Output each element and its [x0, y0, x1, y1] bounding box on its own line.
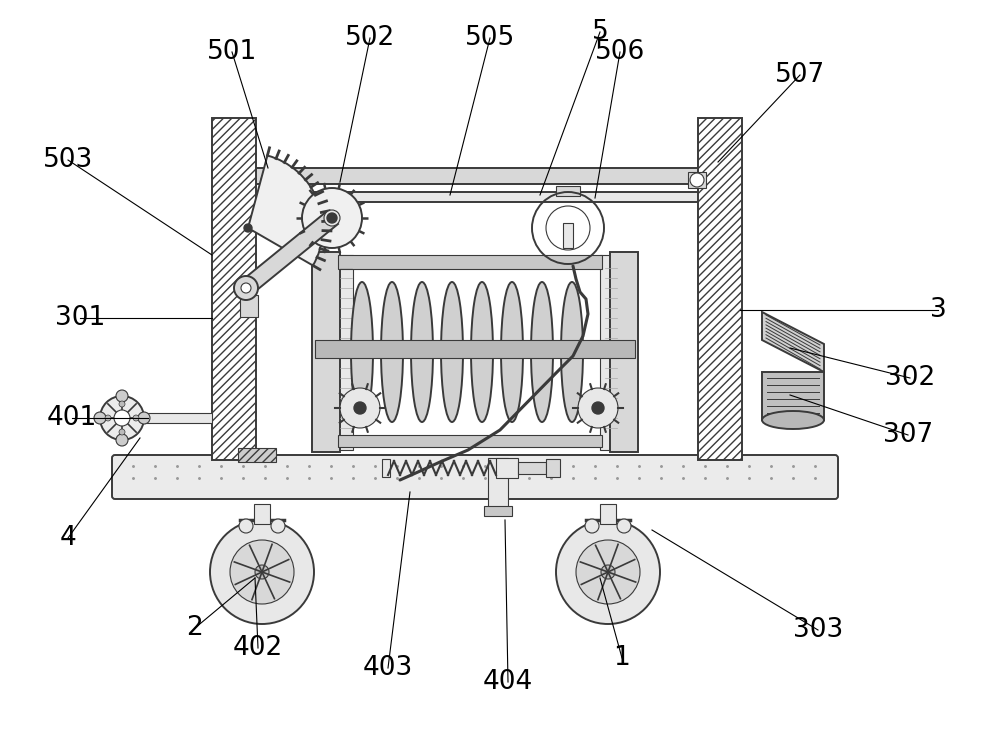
- Bar: [144, 413, 212, 423]
- Circle shape: [239, 519, 253, 533]
- Text: 307: 307: [883, 422, 933, 448]
- Circle shape: [100, 396, 144, 440]
- Text: 301: 301: [55, 305, 105, 331]
- Ellipse shape: [471, 282, 493, 422]
- Ellipse shape: [561, 282, 583, 422]
- Circle shape: [585, 519, 599, 533]
- Text: 404: 404: [483, 669, 533, 695]
- Circle shape: [230, 540, 294, 604]
- Circle shape: [261, 173, 275, 187]
- Text: 507: 507: [775, 62, 825, 88]
- Bar: [488, 458, 508, 510]
- Text: 4: 4: [60, 525, 76, 551]
- Bar: [610, 252, 638, 452]
- Bar: [256, 168, 700, 184]
- Circle shape: [340, 388, 380, 428]
- Text: 302: 302: [885, 365, 935, 391]
- Wedge shape: [248, 155, 323, 266]
- Text: 502: 502: [345, 25, 395, 51]
- Text: 505: 505: [465, 25, 515, 51]
- Ellipse shape: [441, 282, 463, 422]
- Bar: [496, 458, 518, 478]
- Bar: [312, 252, 340, 452]
- Circle shape: [578, 388, 618, 428]
- Bar: [212, 118, 256, 460]
- Bar: [698, 118, 742, 460]
- Bar: [546, 459, 560, 477]
- Text: 5: 5: [592, 19, 608, 45]
- Bar: [338, 255, 353, 450]
- Bar: [338, 435, 602, 447]
- Circle shape: [601, 565, 615, 579]
- Text: 503: 503: [43, 147, 93, 173]
- Ellipse shape: [411, 282, 433, 422]
- Circle shape: [94, 412, 106, 424]
- Bar: [762, 372, 824, 420]
- Bar: [688, 172, 706, 188]
- Circle shape: [210, 520, 314, 624]
- Text: 501: 501: [207, 39, 257, 65]
- Circle shape: [354, 402, 366, 414]
- Circle shape: [592, 402, 604, 414]
- Circle shape: [690, 173, 704, 187]
- Bar: [600, 504, 616, 524]
- Bar: [315, 340, 635, 358]
- Circle shape: [556, 520, 660, 624]
- Text: 401: 401: [47, 405, 97, 431]
- Circle shape: [138, 412, 150, 424]
- Bar: [518, 462, 546, 474]
- Circle shape: [116, 390, 128, 402]
- Circle shape: [617, 519, 631, 533]
- Ellipse shape: [762, 411, 824, 429]
- Circle shape: [302, 188, 362, 248]
- Circle shape: [576, 540, 640, 604]
- Ellipse shape: [501, 282, 523, 422]
- Circle shape: [105, 415, 111, 421]
- Bar: [556, 186, 580, 196]
- Bar: [238, 448, 276, 462]
- Circle shape: [324, 210, 340, 226]
- Ellipse shape: [351, 282, 373, 422]
- Text: 1: 1: [614, 645, 630, 671]
- Circle shape: [119, 429, 125, 435]
- Circle shape: [234, 276, 258, 300]
- Text: 403: 403: [363, 655, 413, 681]
- Bar: [254, 504, 270, 524]
- Bar: [256, 192, 700, 202]
- Ellipse shape: [381, 282, 403, 422]
- Circle shape: [241, 283, 251, 293]
- Polygon shape: [762, 312, 824, 372]
- Bar: [563, 223, 573, 248]
- Text: 2: 2: [187, 615, 203, 641]
- Circle shape: [116, 434, 128, 446]
- Circle shape: [119, 401, 125, 407]
- Bar: [338, 255, 602, 269]
- Ellipse shape: [531, 282, 553, 422]
- FancyBboxPatch shape: [112, 455, 838, 499]
- Bar: [240, 295, 258, 317]
- Circle shape: [327, 213, 337, 223]
- Circle shape: [271, 519, 285, 533]
- Text: 402: 402: [233, 635, 283, 661]
- Bar: [382, 459, 390, 477]
- Bar: [484, 506, 512, 516]
- Polygon shape: [240, 212, 338, 294]
- Circle shape: [255, 565, 269, 579]
- Circle shape: [133, 415, 139, 421]
- Text: 303: 303: [793, 617, 843, 643]
- Bar: [600, 255, 615, 450]
- Text: 506: 506: [595, 39, 645, 65]
- Circle shape: [244, 224, 252, 232]
- Text: 3: 3: [930, 297, 946, 323]
- Circle shape: [114, 410, 130, 426]
